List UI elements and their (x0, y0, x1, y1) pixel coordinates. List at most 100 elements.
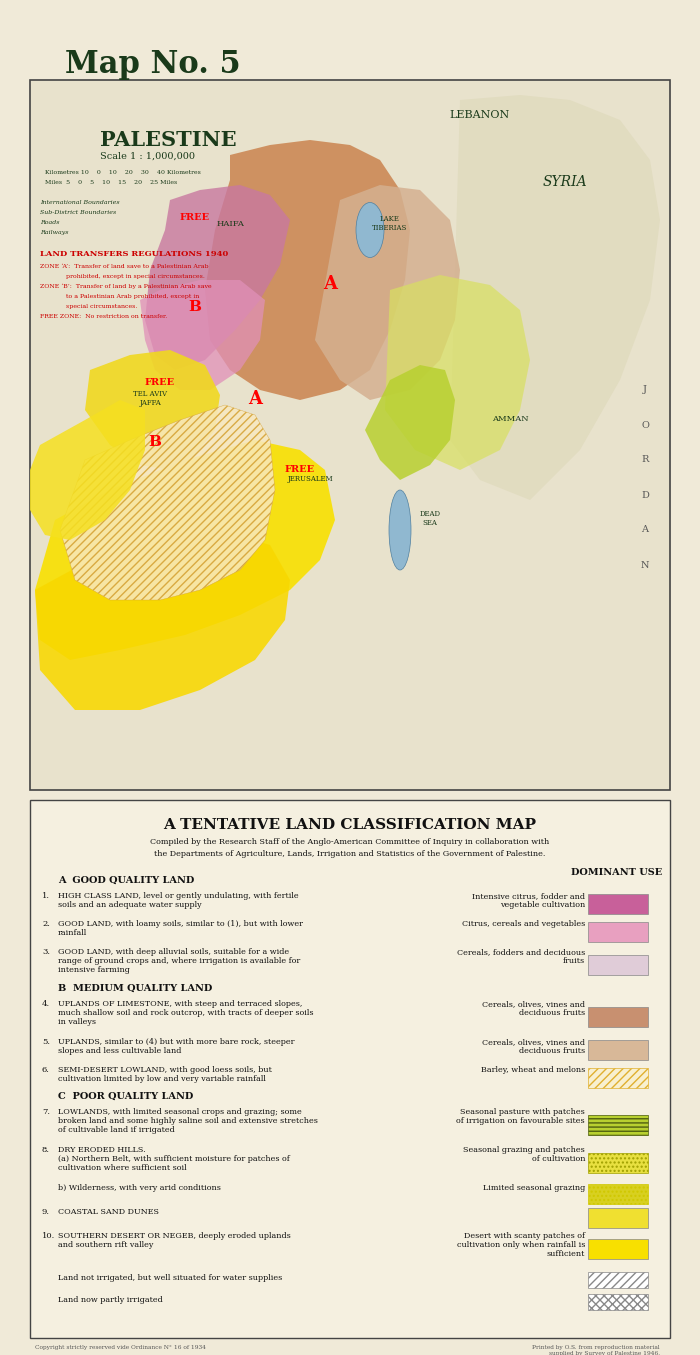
Text: D: D (641, 491, 649, 500)
Bar (588, 1238, 648, 1259)
Bar (588, 1294, 648, 1310)
Text: FREE ZONE:  No restriction on transfer.: FREE ZONE: No restriction on transfer. (40, 314, 167, 318)
Text: TEL AVIV
JAFFA: TEL AVIV JAFFA (133, 390, 167, 408)
Text: A: A (248, 390, 262, 408)
Text: A TENTATIVE LAND CLASSIFICATION MAP: A TENTATIVE LAND CLASSIFICATION MAP (164, 818, 536, 832)
Text: A  GOOD QUALITY LAND: A GOOD QUALITY LAND (58, 875, 195, 885)
Text: B  MEDIUM QUALITY LAND: B MEDIUM QUALITY LAND (58, 984, 212, 993)
Text: Sub-District Boundaries: Sub-District Boundaries (40, 210, 116, 215)
Text: N: N (640, 561, 650, 569)
Bar (588, 894, 648, 915)
Text: C  POOR QUALITY LAND: C POOR QUALITY LAND (58, 1092, 193, 1102)
Polygon shape (35, 440, 335, 660)
Text: 6.: 6. (42, 1066, 50, 1075)
Text: 3.: 3. (42, 948, 50, 957)
Text: 5.: 5. (42, 1038, 50, 1046)
Polygon shape (85, 350, 220, 470)
Text: Printed by O.S. from reproduction material
supplied by Survey of Palestine 1946.: Printed by O.S. from reproduction materi… (533, 1346, 660, 1355)
Text: GOOD LAND, with loamy soils, similar to (1), but with lower
rainfall: GOOD LAND, with loamy soils, similar to … (58, 920, 303, 938)
Text: Cereals, olives, vines and
deciduous fruits: Cereals, olives, vines and deciduous fru… (482, 1000, 585, 1018)
Text: 9.: 9. (42, 1209, 50, 1215)
Text: 10.: 10. (42, 1232, 55, 1240)
Text: 8.: 8. (42, 1146, 50, 1154)
Text: UPLANDS OF LIMESTONE, with steep and terraced slopes,
much shallow soil and rock: UPLANDS OF LIMESTONE, with steep and ter… (58, 1000, 314, 1026)
Polygon shape (450, 95, 660, 500)
Text: Railways: Railways (40, 230, 69, 234)
Text: HAIFA: HAIFA (216, 220, 244, 228)
Text: AMMAN: AMMAN (491, 415, 528, 423)
Text: FREE: FREE (145, 378, 175, 388)
Text: SYRIA: SYRIA (542, 175, 587, 188)
Bar (30, 799, 670, 1337)
Text: Miles  5    0    5    10    15    20    25 Miles: Miles 5 0 5 10 15 20 25 Miles (45, 180, 177, 186)
Text: Limited seasonal grazing: Limited seasonal grazing (483, 1184, 585, 1192)
Text: SEMI-DESERT LOWLAND, with good loess soils, but
cultivation limited by low and v: SEMI-DESERT LOWLAND, with good loess soi… (58, 1066, 272, 1083)
Text: 7.: 7. (42, 1108, 50, 1117)
Text: Kilometres 10    0    10    20    30    40 Kilometres: Kilometres 10 0 10 20 30 40 Kilometres (45, 169, 201, 175)
Text: LOWLANDS, with limited seasonal crops and grazing; some
broken land and some hig: LOWLANDS, with limited seasonal crops an… (58, 1108, 318, 1134)
Polygon shape (365, 364, 455, 480)
Text: J: J (643, 386, 647, 394)
Text: O: O (641, 420, 649, 430)
Bar (588, 1115, 648, 1135)
Text: A: A (641, 526, 648, 534)
Bar (30, 80, 670, 790)
Text: UPLANDS, similar to (4) but with more bare rock, steeper
slopes and less cultiva: UPLANDS, similar to (4) but with more ba… (58, 1038, 295, 1056)
Polygon shape (205, 140, 410, 400)
Ellipse shape (389, 491, 411, 570)
Text: COASTAL SAND DUNES: COASTAL SAND DUNES (58, 1209, 159, 1215)
Text: 2.: 2. (42, 920, 50, 928)
Polygon shape (315, 186, 460, 400)
Text: prohibited, except in special circumstances.: prohibited, except in special circumstan… (40, 274, 205, 279)
Bar (588, 1272, 648, 1289)
Text: B: B (188, 299, 202, 314)
Text: Cereals, olives, vines and
deciduous fruits: Cereals, olives, vines and deciduous fru… (482, 1038, 585, 1056)
Text: Barley, wheat and melons: Barley, wheat and melons (481, 1066, 585, 1075)
Polygon shape (60, 405, 275, 600)
Text: LEBANON: LEBANON (450, 110, 510, 121)
Text: Land now partly irrigated: Land now partly irrigated (58, 1295, 162, 1304)
Polygon shape (385, 275, 530, 470)
Text: Land not irrigated, but well situated for water supplies: Land not irrigated, but well situated fo… (58, 1274, 282, 1282)
Text: special circumstances.: special circumstances. (40, 304, 137, 309)
Text: LAKE
TIBERIAS: LAKE TIBERIAS (372, 215, 407, 232)
Bar (588, 1153, 648, 1173)
Text: FREE: FREE (285, 465, 315, 474)
Text: SOUTHERN DESERT OR NEGEB, deeply eroded uplands
and southern rift valley: SOUTHERN DESERT OR NEGEB, deeply eroded … (58, 1232, 290, 1249)
Text: PALESTINE: PALESTINE (100, 130, 237, 150)
Text: Desert with scanty patches of
cultivation only when rainfall is
sufficient: Desert with scanty patches of cultivatio… (456, 1232, 585, 1259)
Text: GOOD LAND, with deep alluvial soils, suitable for a wide
range of ground crops a: GOOD LAND, with deep alluvial soils, sui… (58, 948, 300, 974)
Text: ZONE ‘A’:  Transfer of land save to a Palestinian Arab: ZONE ‘A’: Transfer of land save to a Pal… (40, 264, 209, 270)
Text: Roads: Roads (40, 220, 60, 225)
Text: Cereals, fodders and deciduous
fruits: Cereals, fodders and deciduous fruits (456, 948, 585, 965)
Text: to a Palestinian Arab prohibited, except in: to a Palestinian Arab prohibited, except… (40, 294, 200, 299)
Polygon shape (140, 280, 265, 390)
Text: Intensive citrus, fodder and
vegetable cultivation: Intensive citrus, fodder and vegetable c… (472, 892, 585, 909)
Polygon shape (30, 400, 145, 541)
Text: B: B (148, 435, 162, 449)
Text: b) Wilderness, with very arid conditions: b) Wilderness, with very arid conditions (58, 1184, 221, 1192)
Text: R: R (641, 455, 649, 465)
Text: FREE: FREE (180, 213, 210, 222)
Bar (588, 1007, 648, 1027)
Bar (588, 921, 648, 942)
Text: Scale 1 : 1,000,000: Scale 1 : 1,000,000 (100, 152, 195, 161)
Text: International Boundaries: International Boundaries (40, 201, 120, 205)
Text: A: A (323, 275, 337, 293)
Text: Compiled by the Research Staff of the Anglo-American Committee of Inquiry in col: Compiled by the Research Staff of the An… (150, 837, 550, 846)
Bar (588, 1209, 648, 1228)
Text: 4.: 4. (42, 1000, 50, 1008)
Bar (588, 955, 648, 976)
Text: Citrus, cereals and vegetables: Citrus, cereals and vegetables (462, 920, 585, 928)
Bar (588, 1184, 648, 1205)
Text: the Departments of Agriculture, Lands, Irrigation and Statistics of the Governme: the Departments of Agriculture, Lands, I… (154, 850, 546, 858)
Text: Copyright strictly reserved vide Ordinance N° 16 of 1934: Copyright strictly reserved vide Ordinan… (35, 1346, 206, 1350)
Text: JERUSALEM: JERUSALEM (287, 476, 332, 482)
Polygon shape (35, 530, 290, 710)
Text: Seasonal grazing and patches
of cultivation: Seasonal grazing and patches of cultivat… (463, 1146, 585, 1163)
Polygon shape (145, 186, 290, 370)
Text: DRY ERODED HILLS.
(a) Northern Belt, with sufficient moisture for patches of
cul: DRY ERODED HILLS. (a) Northern Belt, wit… (58, 1146, 290, 1172)
Text: DOMINANT USE: DOMINANT USE (571, 869, 663, 877)
Text: DEAD
SEA: DEAD SEA (419, 509, 440, 527)
Text: ZONE ‘B’:  Transfer of land by a Palestinian Arab save: ZONE ‘B’: Transfer of land by a Palestin… (40, 285, 211, 290)
